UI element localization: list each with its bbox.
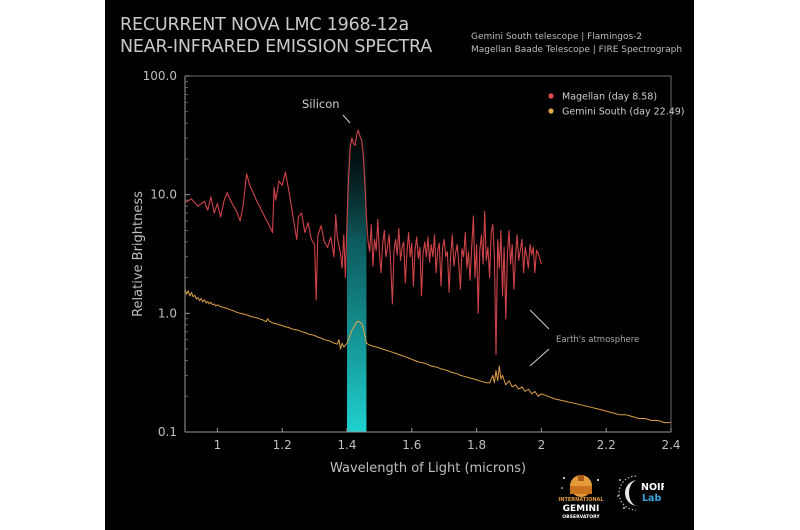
x-tick-label: 1: [214, 438, 222, 452]
annotation-silicon: Silicon: [302, 97, 351, 124]
y-axis-title: Relative Brightness: [131, 191, 146, 317]
annotation-atmosphere-pointer-lower: [529, 348, 550, 367]
legend-marker-magellan: [548, 93, 554, 99]
series-line-magellan: [184, 129, 542, 356]
title-line-2: NEAR-INFRARED EMISSION SPECTRA: [120, 37, 433, 57]
y-tick-label: 0.1: [158, 425, 177, 439]
annotation-silicon-pointer: [342, 114, 351, 124]
y-tick-label: 10.0: [150, 188, 177, 202]
legend-label-magellan: Magellan (day 8.58): [562, 92, 657, 103]
chart-panel: [105, 0, 694, 530]
annotation-silicon-label: Silicon: [302, 97, 340, 111]
legend: Magellan (day 8.58) Gemini South (day 22…: [548, 92, 685, 118]
x-tick-label: 2.4: [661, 438, 680, 452]
noirlab-logo-line-1: NOIR: [641, 482, 664, 493]
y-tick-label: 100.0: [143, 69, 177, 83]
ticks-layer: 1 1.2 1.4 1.6 1.8 2 2.2 2.4 0.1 1.0 10.0 100.0: [143, 69, 681, 452]
series-line-gemini: [184, 288, 671, 424]
credit-line-1: Gemini South telescope | Flamingos-2: [471, 32, 643, 42]
annotation-atmosphere-pointer-upper: [529, 309, 550, 330]
annotation-atmosphere: Earth's atmosphere: [529, 309, 639, 367]
legend-marker-gemini: [548, 108, 554, 114]
gemini-observatory-logo: INTERNATIONAL GEMINI OBSERVATORY: [558, 475, 604, 520]
noirlab-ring-icon: [618, 475, 637, 511]
x-tick-label: 1.4: [337, 438, 356, 452]
title-line-1: RECURRENT NOVA LMC 1968-12a: [120, 15, 409, 35]
instrument-credits: Gemini South telescope | Flamingos-2 Mag…: [471, 31, 682, 57]
gemini-logo-line-2: GEMINI: [563, 504, 600, 514]
credit-line-2: Magellan Baade Telescope | FIRE Spectrog…: [471, 45, 683, 55]
x-tick-label: 1.2: [273, 438, 292, 452]
noirlab-logo-line-2: Lab: [642, 493, 661, 504]
annotation-atmosphere-label: Earth's atmosphere: [556, 335, 639, 345]
x-tick-label: 2: [538, 438, 546, 452]
axes-layer: [184, 75, 672, 433]
x-tick-label: 2.2: [597, 438, 616, 452]
x-tick-label: 1.6: [402, 438, 421, 452]
silicon-band: [347, 138, 367, 432]
legend-label-gemini: Gemini South (day 22.49): [562, 107, 685, 118]
chart-title: RECURRENT NOVA LMC 1968-12a NEAR-INFRARE…: [120, 14, 432, 58]
x-tick-label: 1.8: [467, 438, 486, 452]
noirlab-logo: NOIR Lab: [617, 475, 664, 511]
gemini-logo-line-3: OBSERVATORY: [562, 514, 600, 520]
gemini-logo-line-1: INTERNATIONAL: [558, 497, 604, 503]
y-tick-label: 1.0: [158, 306, 177, 320]
silicon-band-layer: [347, 138, 367, 432]
series-layer: [184, 129, 671, 424]
x-axis-title: Wavelength of Light (microns): [330, 461, 526, 476]
